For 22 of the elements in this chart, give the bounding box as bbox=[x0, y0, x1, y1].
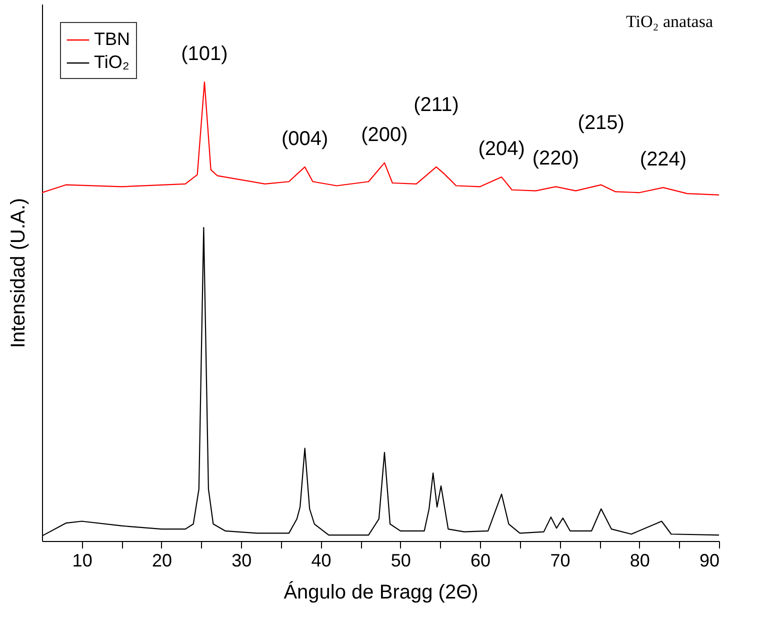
annotation: (200) bbox=[361, 124, 408, 146]
x-tick-label: 20 bbox=[152, 550, 172, 570]
annotation: (204) bbox=[478, 138, 525, 160]
x-tick-label: 70 bbox=[550, 550, 570, 570]
y-axis-title: Intensidad (U.A.) bbox=[8, 198, 30, 348]
x-tick-label: 40 bbox=[311, 550, 332, 570]
x-tick-label: 90 bbox=[699, 550, 720, 570]
annotation: (004) bbox=[281, 128, 328, 150]
x-tick-label: 10 bbox=[72, 550, 92, 570]
annotation: (215) bbox=[578, 112, 624, 134]
text: TiO₂ anatasa bbox=[626, 12, 714, 31]
x-tick-label: 30 bbox=[232, 550, 252, 570]
x-tick-label: 80 bbox=[630, 550, 650, 570]
legend-label: TBN bbox=[94, 29, 130, 49]
x-tick-label: 60 bbox=[470, 550, 491, 570]
annotation: (211) bbox=[414, 94, 459, 116]
annotation: (101) bbox=[181, 43, 228, 66]
annotation: (220) bbox=[532, 148, 580, 170]
x-tick-label: 50 bbox=[390, 550, 411, 570]
legend-label: TiO₂ bbox=[94, 52, 130, 72]
x-axis-title: Ángulo de Bragg (2Θ) bbox=[284, 580, 478, 604]
annotation: (224) bbox=[640, 148, 687, 171]
